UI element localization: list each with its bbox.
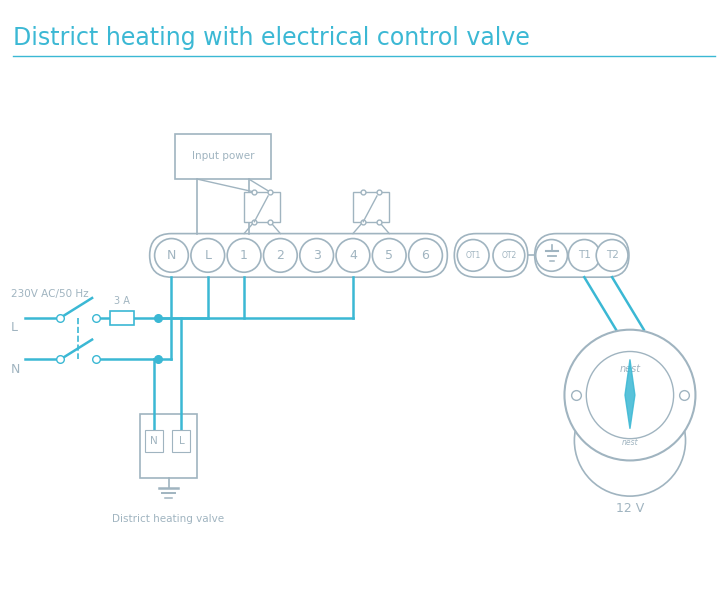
Circle shape [493,239,525,271]
Text: L: L [178,435,184,446]
Text: N: N [167,249,176,262]
Circle shape [227,239,261,272]
Text: N: N [150,435,157,446]
Bar [245,192,280,222]
Bar [173,429,190,451]
Text: 1: 1 [240,249,248,262]
Text: L: L [205,249,211,262]
Text: 3: 3 [313,249,320,262]
Text: 230V AC/50 Hz: 230V AC/50 Hz [11,289,88,299]
Circle shape [536,239,567,271]
Circle shape [596,239,628,271]
Text: OT1: OT1 [465,251,480,260]
Text: 2: 2 [277,249,285,262]
Circle shape [408,239,443,272]
Circle shape [457,239,489,271]
Circle shape [154,239,189,272]
Text: N: N [11,363,20,376]
Text: District heating with electrical control valve: District heating with electrical control… [12,27,529,50]
Text: nest: nest [622,438,638,447]
Text: L: L [11,321,17,334]
Bar [175,134,271,179]
Text: nest: nest [620,364,641,374]
Bar [145,429,162,451]
Polygon shape [625,359,635,429]
Text: 4: 4 [349,249,357,262]
FancyBboxPatch shape [150,233,448,277]
Bar [140,414,197,478]
Text: OT2: OT2 [502,251,516,260]
Circle shape [300,239,333,272]
Circle shape [574,385,686,496]
Text: 6: 6 [422,249,430,262]
FancyBboxPatch shape [534,233,629,277]
Circle shape [564,330,695,460]
Circle shape [569,239,600,271]
Circle shape [191,239,225,272]
Circle shape [336,239,370,272]
Text: 12 V: 12 V [616,502,644,515]
FancyBboxPatch shape [454,233,528,277]
Bar [353,192,389,222]
Bar [110,311,134,325]
Circle shape [586,352,673,438]
Text: T1: T1 [578,251,590,260]
Text: District heating valve: District heating valve [112,514,224,524]
Circle shape [264,239,297,272]
Circle shape [372,239,406,272]
Text: 5: 5 [385,249,393,262]
Text: Input power: Input power [192,151,254,162]
Text: T2: T2 [606,251,619,260]
Text: 3 A: 3 A [114,296,130,306]
